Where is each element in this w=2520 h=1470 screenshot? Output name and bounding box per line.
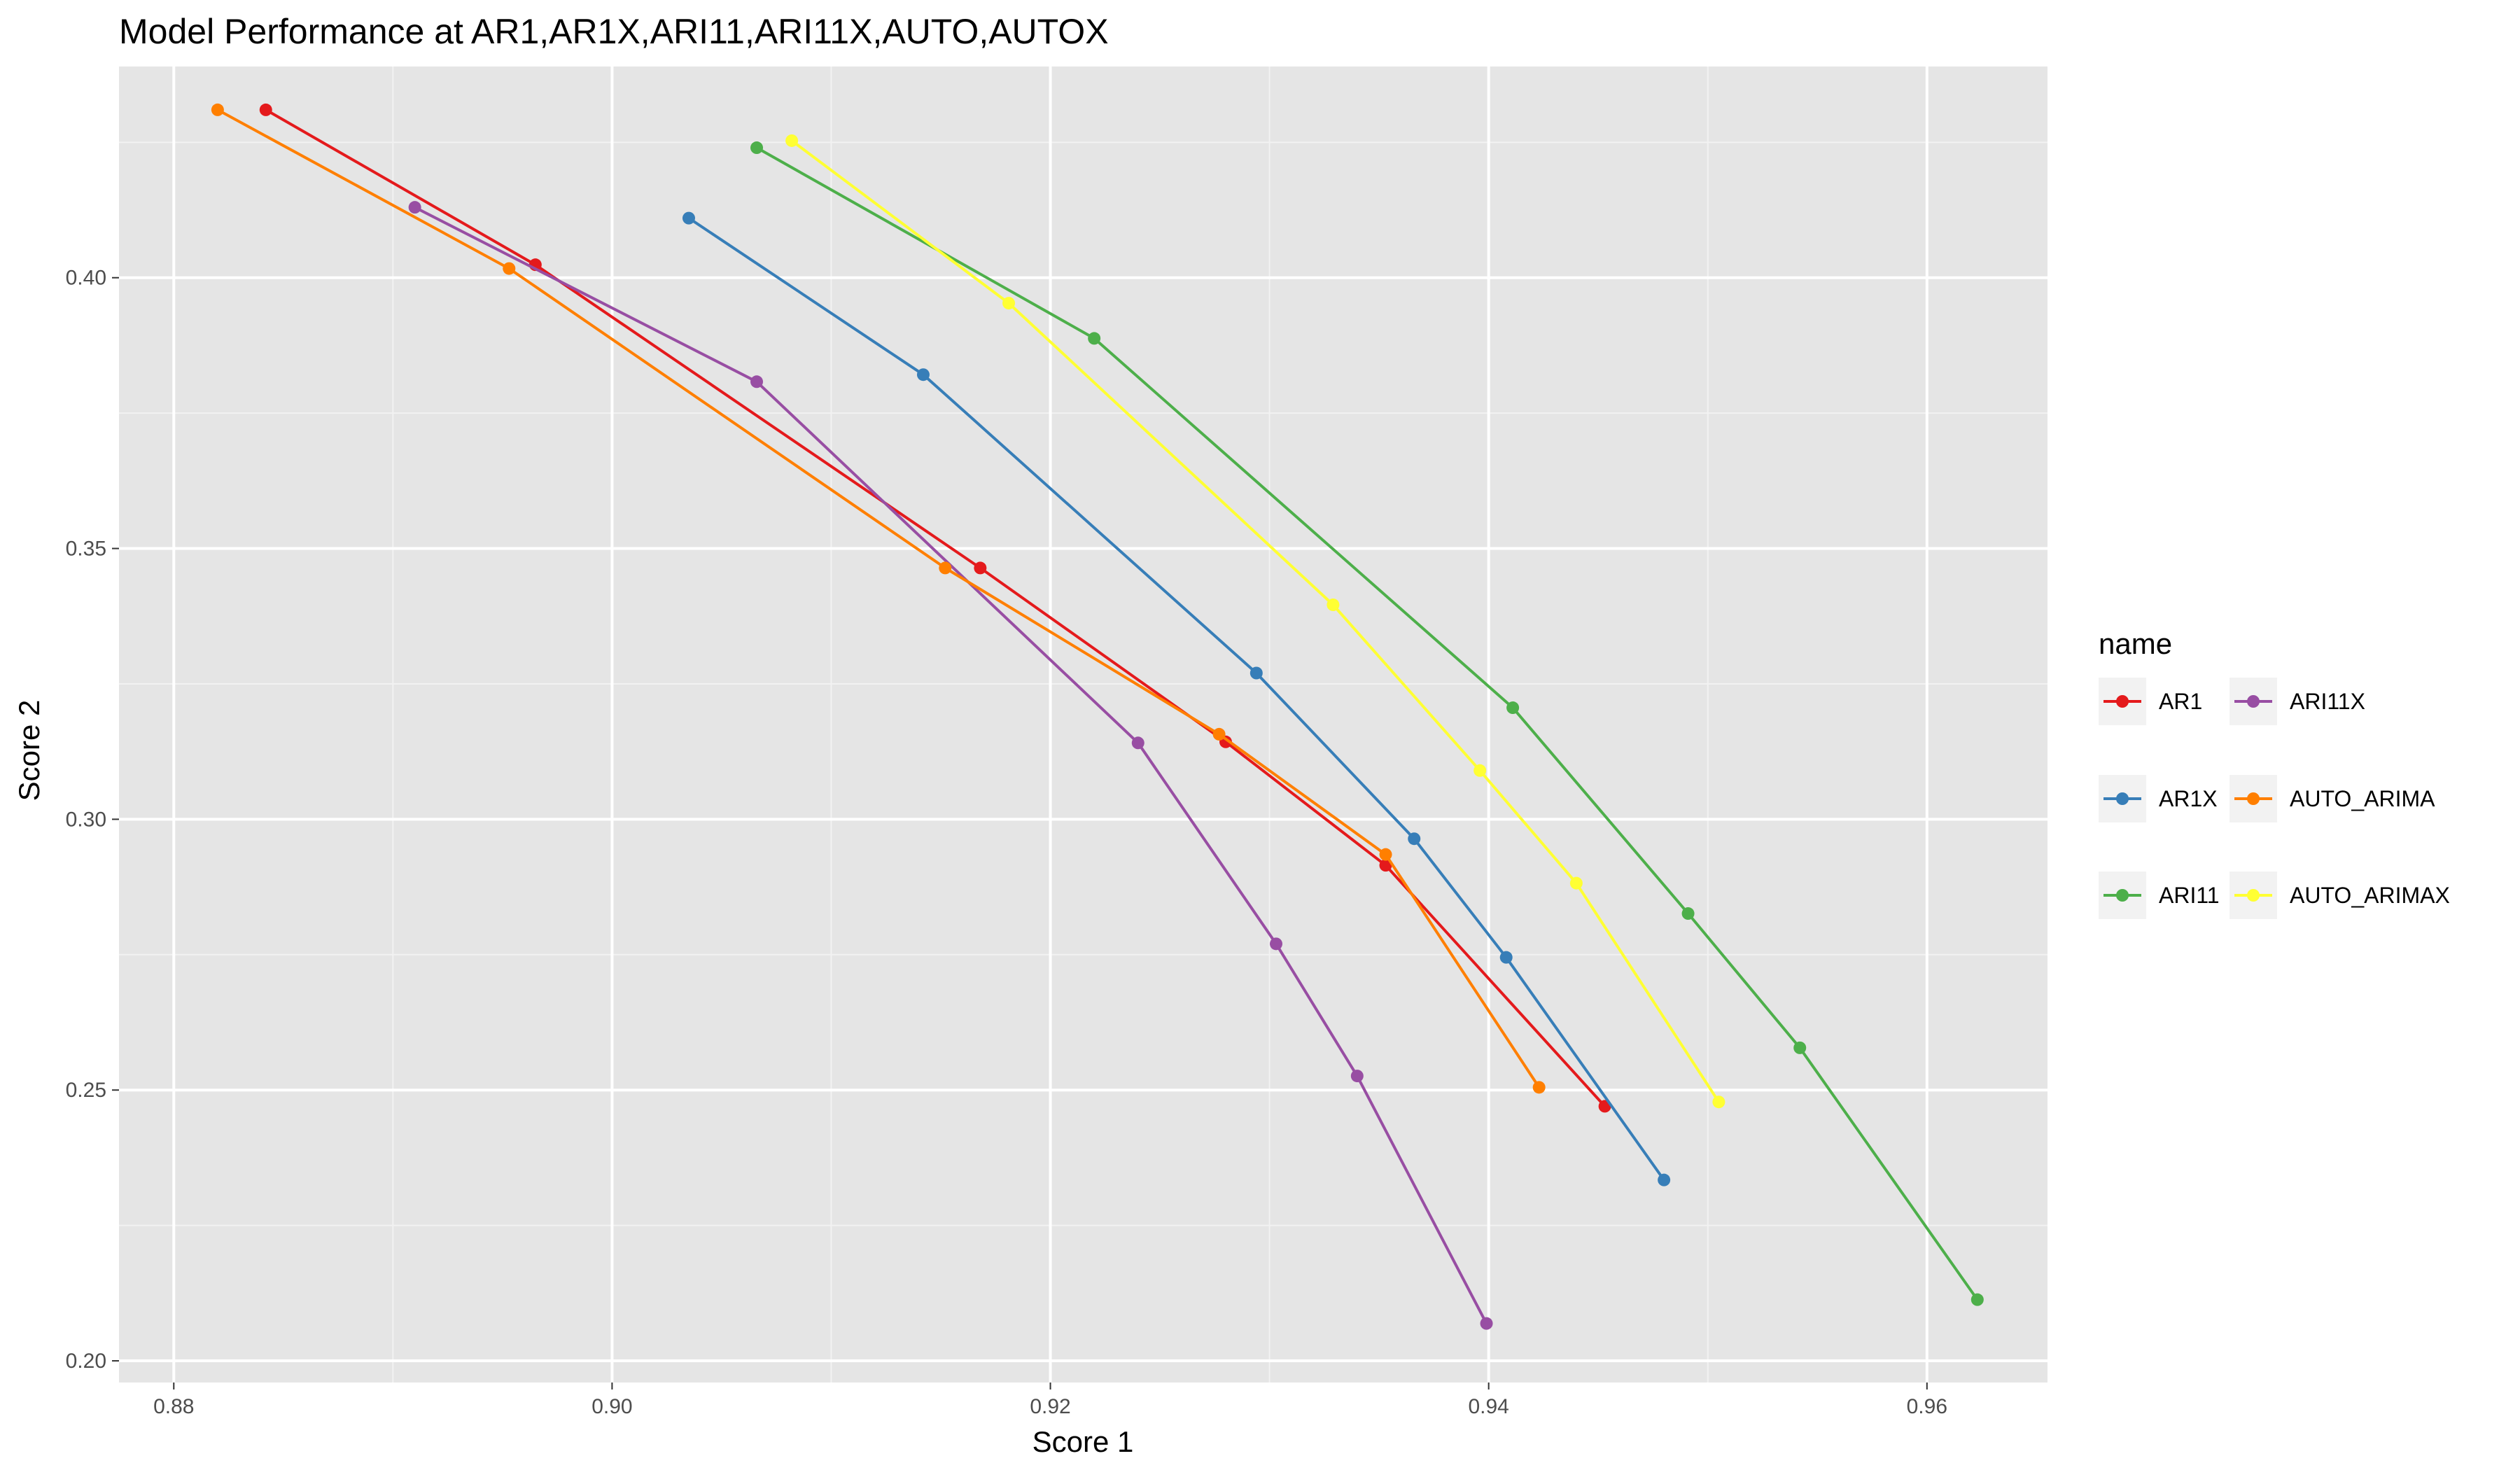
y-tick-label: 0.35 — [66, 538, 106, 561]
data-point — [750, 141, 764, 155]
series-line — [414, 206, 1488, 1324]
series-auto-arimax — [785, 134, 1726, 1109]
x-tick-label: 0.90 — [592, 1395, 632, 1418]
legend-label: ARI11 — [2159, 883, 2220, 908]
legend: name AR1 AR1X ARI11 ARI11X AUTO_ARIMA AUTO_AR… — [2099, 627, 2450, 919]
data-point — [939, 561, 952, 575]
series-auto-arima — [211, 103, 1546, 1094]
data-point — [1499, 951, 1513, 964]
data-point — [211, 103, 224, 116]
x-tick-label: 0.92 — [1030, 1395, 1070, 1418]
minor-gridlines — [119, 66, 2047, 1382]
chart-title: Model Performance at AR1,AR1X,ARI11,ARI1… — [119, 12, 1109, 51]
legend-key-point — [2247, 695, 2260, 708]
major-gridlines — [119, 66, 2047, 1382]
legend-label: ARI11X — [2290, 689, 2365, 714]
legend-key-point — [2116, 695, 2129, 708]
x-axis-label: Score 1 — [1032, 1425, 1134, 1458]
data-point — [974, 561, 987, 575]
data-point — [785, 134, 799, 147]
x-tick-label: 0.94 — [1468, 1395, 1508, 1418]
data-point — [1379, 859, 1392, 872]
legend-item-ari11: ARI11 — [2099, 872, 2220, 919]
y-tick-label: 0.40 — [66, 267, 106, 290]
data-point — [1506, 701, 1520, 715]
legend-key-point — [2116, 792, 2129, 805]
legend-label: AR1X — [2159, 786, 2218, 811]
series-ar1x — [682, 211, 1671, 1186]
data-point — [1970, 1293, 1984, 1306]
data-point — [1569, 876, 1583, 890]
data-point — [408, 201, 421, 214]
x-tick-label: 0.88 — [153, 1395, 194, 1418]
legend-item-ar1: AR1 — [2099, 678, 2202, 725]
plot-panel — [119, 66, 2047, 1382]
legend-label: AUTO_ARIMA — [2290, 786, 2435, 811]
x-axis: 0.88 0.90 0.92 0.94 0.96 — [153, 1382, 1947, 1418]
data-point — [1681, 907, 1695, 920]
y-tick-label: 0.20 — [66, 1350, 106, 1373]
data-point — [1088, 332, 1101, 345]
data-point — [1658, 1173, 1671, 1186]
y-tick-label: 0.25 — [66, 1079, 106, 1102]
series-ar1 — [259, 103, 1611, 1113]
series-line — [687, 216, 1665, 1181]
data-point — [1712, 1096, 1726, 1109]
data-point — [1326, 598, 1340, 612]
y-tick-label: 0.30 — [66, 808, 106, 831]
y-axis-label: Score 2 — [13, 700, 46, 802]
data-point — [916, 368, 930, 382]
data-point — [1131, 736, 1144, 750]
data-point — [682, 211, 695, 225]
series-line — [216, 108, 1541, 1088]
data-point — [1379, 848, 1392, 861]
data-point — [1532, 1081, 1546, 1094]
data-point — [1270, 937, 1282, 951]
data-point — [1474, 764, 1487, 777]
x-tick-label: 0.96 — [1907, 1395, 1947, 1418]
data-point — [750, 375, 764, 388]
data-point — [503, 262, 516, 275]
series-layer — [211, 103, 1984, 1330]
data-point — [1350, 1070, 1364, 1083]
series-line — [265, 108, 1606, 1107]
legend-item-ar1x: AR1X — [2099, 775, 2218, 822]
data-point — [1480, 1317, 1493, 1330]
data-point — [1408, 832, 1421, 846]
legend-key-point — [2247, 792, 2260, 805]
data-point — [1002, 297, 1016, 310]
y-axis: 0.20 0.25 0.30 0.35 0.40 — [66, 267, 119, 1373]
series-ari11x — [408, 201, 1493, 1330]
legend-label: AUTO_ARIMAX — [2290, 883, 2450, 908]
series-ari11 — [750, 141, 1984, 1306]
legend-key-point — [2247, 889, 2260, 902]
legend-item-auto-arimax: AUTO_ARIMAX — [2230, 872, 2450, 919]
data-point — [1250, 666, 1263, 680]
legend-title: name — [2099, 627, 2172, 660]
legend-key-point — [2116, 889, 2129, 902]
legend-item-ari11x: ARI11X — [2230, 678, 2365, 725]
series-line — [790, 139, 1721, 1103]
series-line — [756, 146, 1979, 1301]
legend-item-auto-arima: AUTO_ARIMA — [2230, 775, 2435, 822]
data-point — [259, 103, 272, 116]
data-point — [1212, 727, 1226, 741]
data-point — [1793, 1041, 1807, 1054]
legend-label: AR1 — [2159, 689, 2202, 714]
